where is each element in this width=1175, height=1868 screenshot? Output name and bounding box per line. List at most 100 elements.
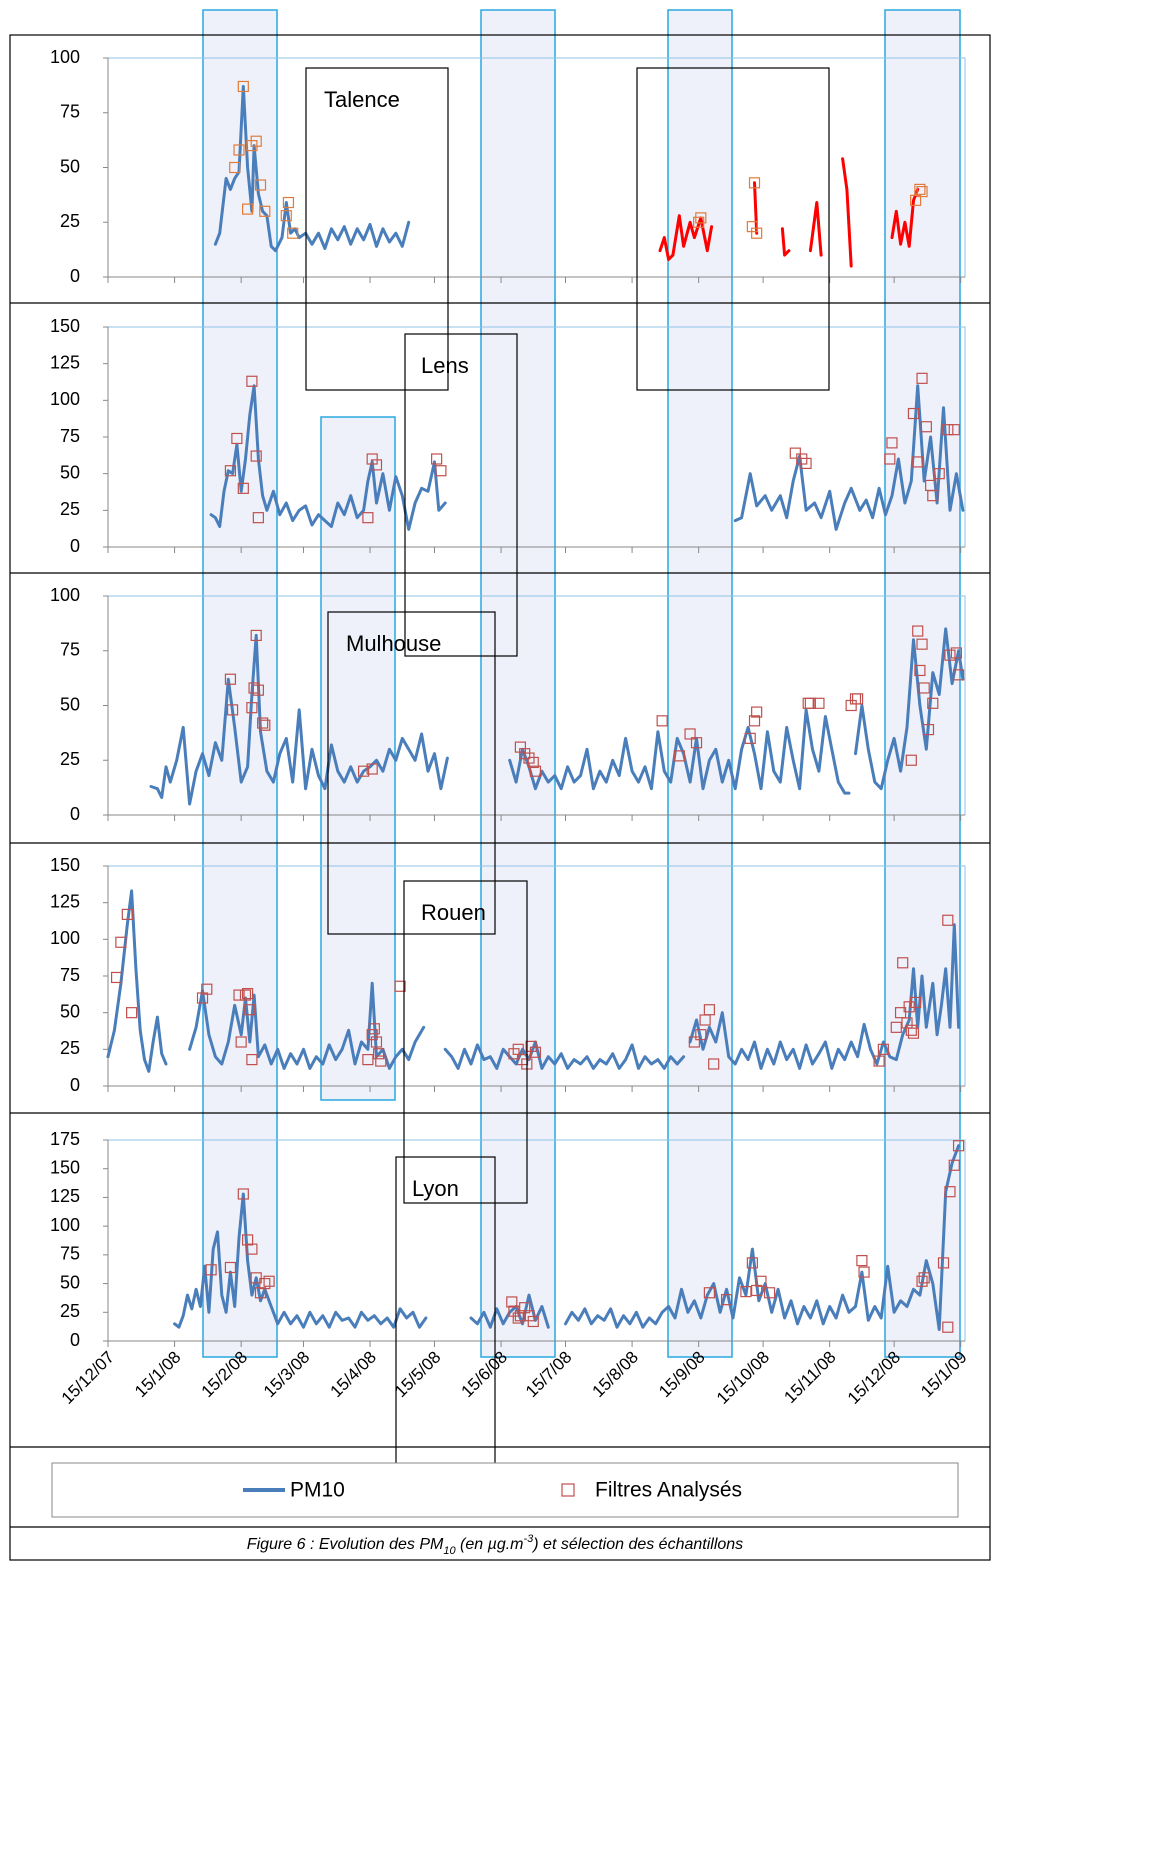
filter-marker bbox=[366, 1029, 378, 1041]
y-tick-label: 50 bbox=[60, 462, 80, 482]
y-tick-label: 0 bbox=[70, 536, 80, 556]
frame bbox=[9, 34, 991, 1561]
filter-marker bbox=[751, 706, 763, 718]
filter-marker bbox=[527, 1315, 539, 1328]
filter-marker bbox=[366, 763, 378, 775]
filter-marker bbox=[748, 715, 761, 727]
filter-marker bbox=[235, 1036, 247, 1048]
filter-marker bbox=[525, 1040, 537, 1053]
filter-marker bbox=[431, 453, 443, 465]
filter-marker bbox=[252, 684, 264, 696]
filter-marker bbox=[257, 717, 269, 729]
filter-marker bbox=[375, 1055, 387, 1067]
filter-marker bbox=[196, 992, 209, 1004]
filter-marker bbox=[927, 697, 939, 709]
filter-marker bbox=[523, 752, 535, 764]
outer-frame bbox=[9, 34, 991, 1561]
filter-marker bbox=[942, 424, 954, 436]
filter-marker bbox=[901, 1017, 913, 1029]
series-line bbox=[658, 157, 920, 268]
filter-marker bbox=[514, 741, 526, 753]
filter-marker bbox=[226, 704, 239, 716]
filter-marker bbox=[519, 748, 531, 760]
filter-marker bbox=[914, 664, 926, 677]
series-line bbox=[106, 889, 961, 1073]
y-tick-label: 125 bbox=[50, 1186, 80, 1206]
filter-marker bbox=[252, 512, 264, 524]
filter-marker bbox=[695, 212, 707, 224]
filter-marker bbox=[912, 456, 924, 468]
y-tick-label: 0 bbox=[70, 266, 80, 286]
highlight-band bbox=[202, 9, 278, 1358]
filter-marker bbox=[370, 459, 383, 471]
y-tick-label: 100 bbox=[50, 1215, 80, 1235]
filter-marker bbox=[370, 1036, 383, 1048]
filter-marker bbox=[246, 702, 258, 714]
y-tick-label: 25 bbox=[60, 1301, 80, 1321]
filter-marker bbox=[121, 908, 133, 921]
filter-marker bbox=[259, 205, 271, 217]
y-tick-label: 25 bbox=[60, 1038, 80, 1058]
filter-marker bbox=[280, 210, 292, 222]
filter-marker bbox=[357, 765, 370, 777]
filter-marker bbox=[684, 728, 696, 740]
filter-marker bbox=[287, 227, 299, 239]
caption: Figure 6 : Evolution des PM10 (en µg.m-3… bbox=[247, 1533, 743, 1557]
legend-box bbox=[51, 1462, 959, 1518]
filter-marker bbox=[224, 1261, 237, 1274]
y-tick-label: 150 bbox=[50, 1157, 80, 1177]
caption-superscript: -3 bbox=[524, 1533, 535, 1545]
y-tick-label: 75 bbox=[60, 1244, 80, 1264]
y-tick-label: 100 bbox=[50, 47, 80, 67]
y-tick-label: 75 bbox=[60, 965, 80, 985]
filter-marker bbox=[708, 1058, 720, 1070]
filter-marker bbox=[952, 1140, 965, 1152]
y-tick-label: 25 bbox=[60, 749, 80, 769]
filter-marker bbox=[242, 987, 254, 1000]
filter-marker bbox=[952, 669, 965, 681]
filter-marker bbox=[918, 682, 930, 694]
filter-marker bbox=[250, 629, 262, 642]
title-box bbox=[636, 67, 830, 391]
filter-marker bbox=[254, 1287, 267, 1299]
filter-marker bbox=[126, 1007, 138, 1019]
filter-marker bbox=[693, 216, 705, 228]
filter-marker bbox=[948, 424, 960, 436]
y-tick-label: 100 bbox=[50, 389, 80, 409]
filter-marker bbox=[942, 914, 954, 926]
y-tick-label: 0 bbox=[70, 804, 80, 824]
filter-marker bbox=[920, 421, 932, 433]
highlight-band bbox=[480, 9, 556, 1358]
filter-marker bbox=[259, 719, 271, 731]
filter-marker bbox=[884, 453, 896, 465]
filter-marker bbox=[248, 682, 260, 694]
filter-marker bbox=[789, 447, 801, 459]
filter-marker bbox=[894, 1007, 907, 1019]
filter-marker bbox=[873, 1055, 885, 1067]
filter-marker bbox=[903, 1001, 915, 1013]
panel-title: Rouen bbox=[421, 900, 486, 925]
filter-marker bbox=[944, 1186, 956, 1198]
caption-text: Figure 6 : Evolution des PM bbox=[247, 1536, 444, 1553]
filter-marker bbox=[110, 971, 123, 984]
filter-marker bbox=[512, 1312, 524, 1324]
filter-marker bbox=[927, 490, 939, 502]
filter-marker bbox=[909, 194, 922, 206]
filter-marker bbox=[937, 1257, 950, 1269]
filter-marker bbox=[242, 1234, 254, 1246]
filter-marker bbox=[233, 144, 245, 156]
filter-marker bbox=[912, 625, 924, 637]
y-tick-label: 125 bbox=[50, 891, 80, 911]
filter-marker bbox=[720, 1294, 733, 1306]
filter-marker bbox=[916, 372, 928, 384]
filter-marker bbox=[506, 1296, 518, 1308]
filter-marker bbox=[435, 465, 447, 477]
y-tick-label: 150 bbox=[50, 316, 80, 336]
filter-marker bbox=[852, 693, 864, 705]
y-tick-label: 50 bbox=[60, 694, 80, 714]
filter-marker bbox=[744, 732, 756, 744]
filter-marker bbox=[201, 983, 213, 995]
filter-marker bbox=[813, 697, 825, 709]
legend-marker bbox=[561, 1483, 575, 1497]
